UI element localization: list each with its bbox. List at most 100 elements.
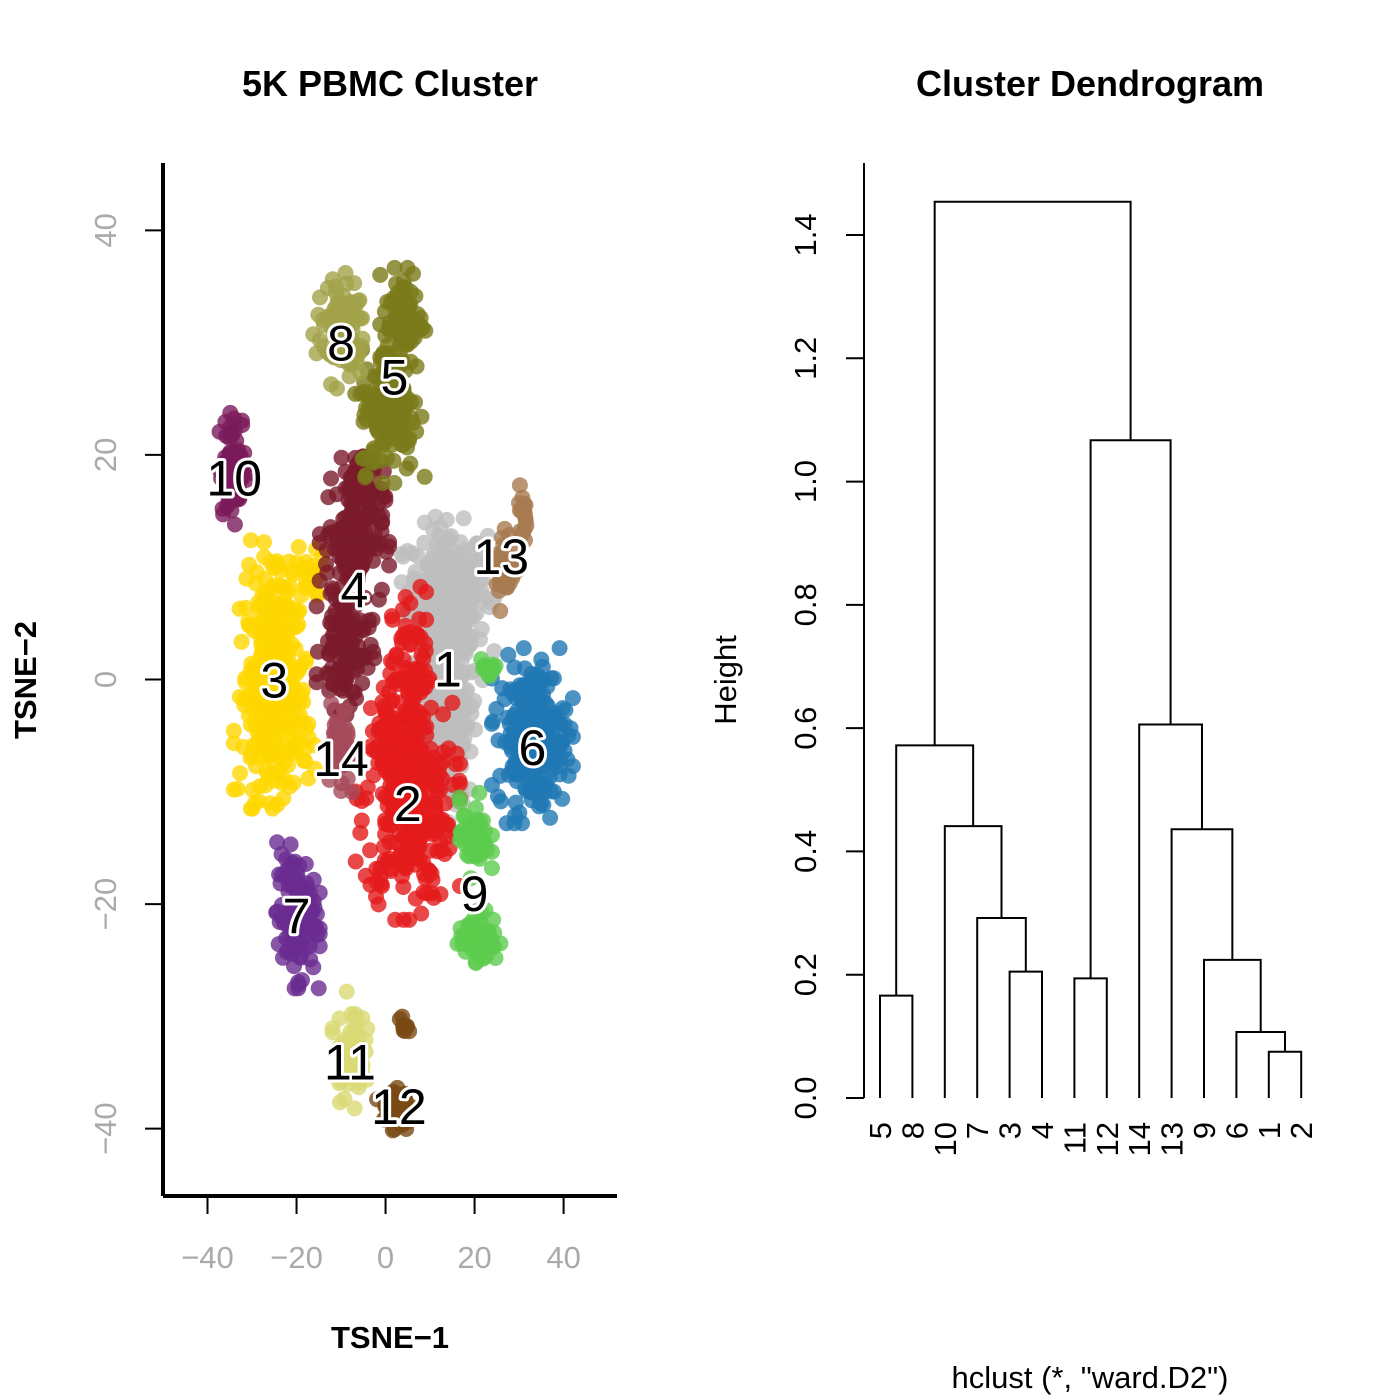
cluster-4-point [334,663,351,680]
cluster-6-point [551,640,568,657]
dendrogram-y-tick-label: 0.6 [788,707,823,750]
scatter-y-tick-label: 20 [88,438,123,472]
dendrogram-y-tick-label: 0.0 [788,1076,823,1119]
cluster-3-point [247,658,264,675]
dendrogram-y-tick-label: 1.4 [788,213,823,256]
cluster-12-point [401,1023,418,1040]
scatter-y-tick-label: −20 [88,878,123,931]
cluster-12-point [393,1114,410,1131]
cluster-2-point [359,779,376,796]
cluster-8-points [305,265,371,397]
dendrogram-merge-9 [1203,958,1262,1098]
cluster-11-points [324,983,376,1117]
cluster-8-point [346,275,363,292]
cluster-2-point [401,675,418,692]
cluster-4-point [321,682,338,699]
cluster-7-point [285,903,302,920]
cluster-9-points [449,651,509,971]
cluster-5-point [416,468,433,485]
cluster-11-point [331,1094,348,1111]
cluster-2-point [406,738,423,755]
cluster-1-point [404,545,421,562]
cluster-4-point [323,470,339,487]
cluster-13-point [496,520,513,537]
scatter-x-tick-label: −40 [181,1240,234,1275]
cluster-label-12: 12 [371,1079,427,1135]
cluster-4-point [344,684,361,701]
cluster-9-point [477,902,494,918]
cluster-7-point [310,980,327,997]
cluster-12-point [377,1098,394,1115]
cluster-9-point [467,848,484,865]
cluster-label-5: 5 [381,349,409,405]
cluster-2-point [438,829,455,846]
cluster-6-point [539,678,556,695]
cluster-9-point [456,807,473,824]
cluster-9-point [470,819,487,836]
cluster-6-point [500,646,517,663]
cluster-14-point [323,695,340,712]
dendrogram-merge-5 [895,744,975,996]
dendrogram-merge-3 [976,917,1027,1098]
cluster-1-point [486,643,503,660]
cluster-2-point [448,745,465,762]
cluster-3-point [255,617,272,634]
cluster-2-point [370,755,387,771]
cluster-3-points [225,532,331,817]
scatter-x-ticks: −40 −20 0 20 40 [181,1196,581,1275]
cluster-4-point [370,591,387,608]
cluster-2-point [420,817,437,834]
cluster-1-point [479,527,496,544]
cluster-1-point [431,723,447,740]
cluster-11-point [351,1039,368,1056]
cluster-8-point [326,307,343,324]
cluster-1-point [441,553,458,570]
cluster-2-point [429,843,446,860]
cluster-1-point [438,511,455,528]
cluster-3-point [251,778,268,795]
cluster-5-point [395,437,412,453]
cluster-6-points [483,640,581,832]
cluster-10-point [222,404,239,421]
cluster-2-point [368,888,384,905]
cluster-8-point [337,320,354,337]
cluster-7-point [270,936,287,953]
cluster-6-point [520,692,537,709]
dendrogram-y-axis-label: Height [708,635,743,725]
scatter-y-ticks: −40 −20 0 20 40 [88,213,163,1155]
cluster-11-point [359,1020,376,1037]
cluster-4-point [348,597,365,614]
dendrogram-leaf-3: 3 [993,1122,1028,1139]
cluster-4-point [342,538,359,555]
cluster-5-points [347,259,434,491]
cluster-10-point [222,425,239,442]
cluster-1-point [468,535,485,552]
cluster-label-8: 8 [327,316,355,372]
dendrogram-leaf-5: 5 [863,1122,898,1139]
cluster-2-point [376,852,393,869]
cluster-3-point [266,772,283,789]
cluster-label-13: 13 [473,529,529,585]
cluster-3-point [225,722,242,739]
cluster-9-point [471,784,488,801]
cluster-5-point [374,475,391,491]
cluster-6-point [559,751,576,768]
cluster-2-point [389,676,406,693]
cluster-3-point [252,598,268,615]
cluster-5-point [386,259,403,276]
cluster-6-point [483,715,500,732]
cluster-5-point [393,381,410,398]
dendrogram-panel: Cluster Dendrogram 0.0 0.2 0.4 0.6 0.8 1.0 1.2… [708,63,1319,1395]
cluster-7-point [282,836,299,853]
cluster-4-point [336,559,353,576]
dendrogram-leaf-7: 7 [960,1122,995,1139]
cluster-5-point [389,321,406,338]
cluster-7-point [291,948,308,965]
cluster-2-point [451,775,468,792]
dendrogram-leaf-12: 12 [1090,1122,1125,1156]
scatter-x-tick-label: 40 [546,1240,580,1275]
cluster-2-point [376,742,393,759]
cluster-2-point [347,853,364,870]
cluster-7-point [305,959,322,976]
